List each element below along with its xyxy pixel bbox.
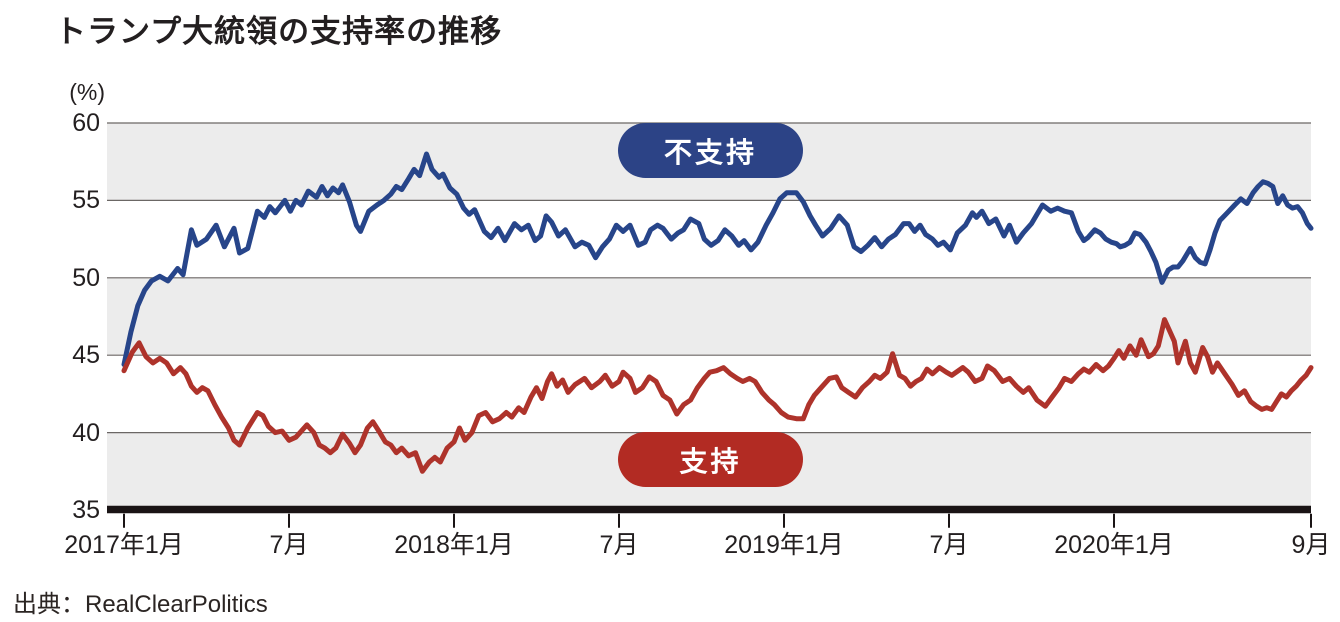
x-tick-label: 2018年1月 bbox=[394, 531, 514, 559]
y-axis-unit-label: (%) bbox=[69, 79, 105, 105]
y-tick-label: 50 bbox=[72, 263, 100, 292]
x-tick-label: 9月 bbox=[1291, 531, 1331, 559]
y-tick-label: 35 bbox=[72, 496, 100, 524]
x-tick-label: 7月 bbox=[929, 531, 969, 559]
disapprove-legend-badge: 不支持 bbox=[618, 123, 803, 178]
y-tick-label: 55 bbox=[72, 186, 100, 215]
x-tick-label: 2017年1月 bbox=[64, 531, 184, 559]
y-tick-label: 60 bbox=[72, 109, 100, 137]
x-tick-label: 2020年1月 bbox=[1054, 531, 1174, 559]
x-tick-label: 7月 bbox=[599, 531, 639, 559]
approve-legend-badge: 支持 bbox=[618, 432, 803, 487]
source-note: 出典：RealClearPolitics bbox=[13, 591, 268, 618]
approve-line bbox=[121, 317, 1314, 474]
y-tick-label: 45 bbox=[72, 341, 100, 370]
x-axis-line bbox=[107, 505, 1311, 514]
background-band bbox=[107, 277, 1311, 356]
x-tick-label: 2019年1月 bbox=[724, 531, 844, 559]
disapprove-line bbox=[121, 151, 1314, 367]
chart-title: トランプ大統領の支持率の推移 bbox=[55, 14, 503, 49]
y-tick-label: 40 bbox=[72, 418, 100, 447]
x-tick-label: 7月 bbox=[269, 531, 309, 559]
